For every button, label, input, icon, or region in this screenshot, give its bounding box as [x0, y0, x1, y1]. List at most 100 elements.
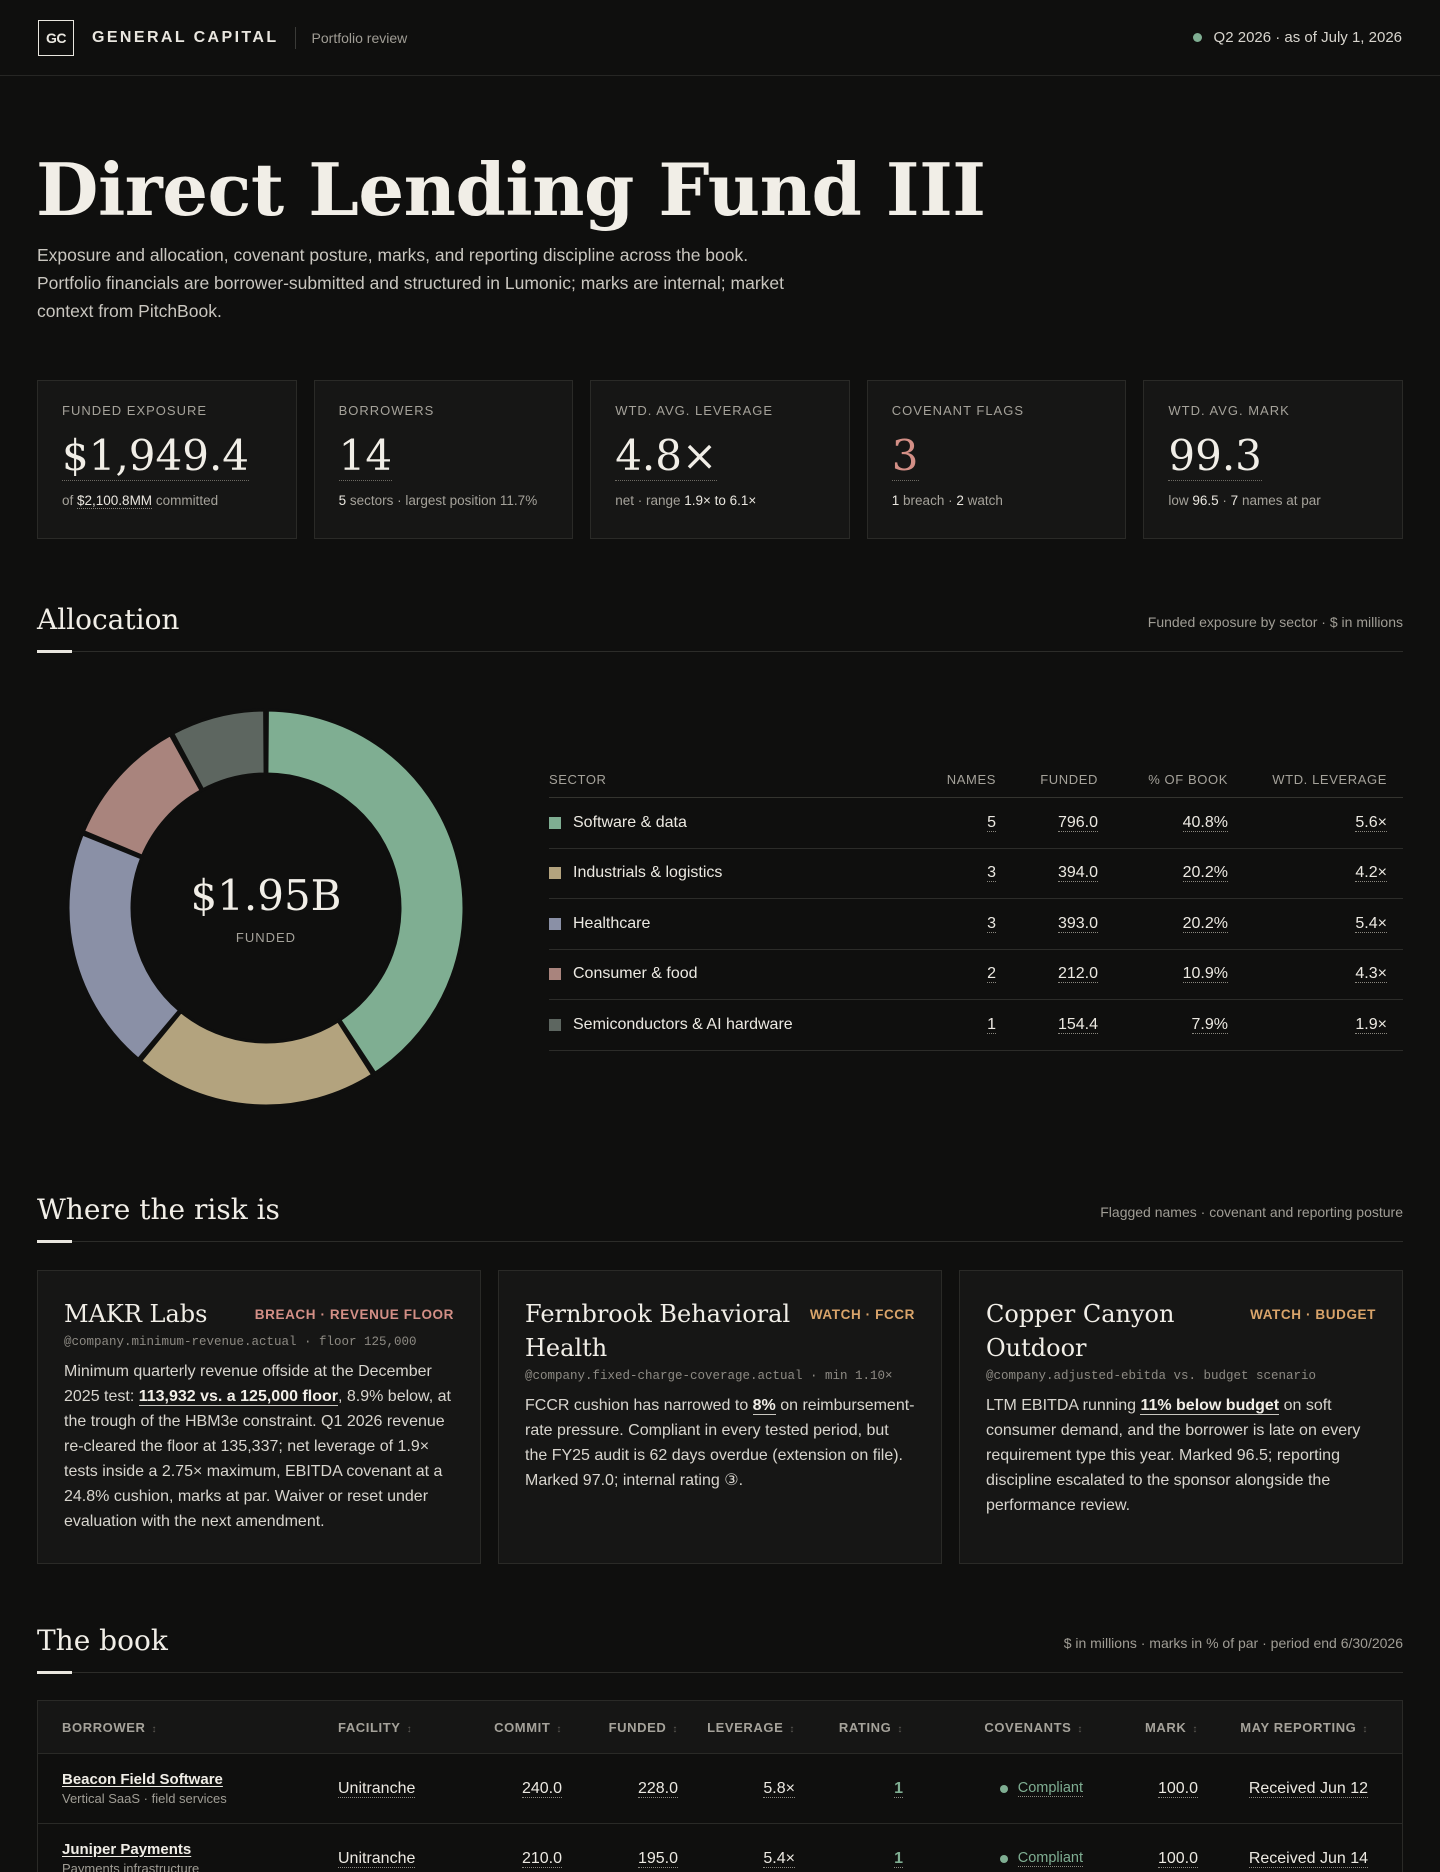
kpi-value[interactable]: $1,949.4	[62, 431, 250, 481]
sort-icon: ↕	[789, 1723, 795, 1735]
leverage-cell[interactable]: 5.8×	[763, 1779, 795, 1798]
mark-cell[interactable]: 100.0	[1157, 1779, 1198, 1798]
sector-cell: Consumer & food	[549, 965, 906, 983]
table-row[interactable]: Juniper Payments Payments infrastructure U…	[38, 1824, 1402, 1872]
page-subtitle: Portfolio review	[311, 29, 408, 46]
sector-leverage[interactable]: 5.6×	[1355, 813, 1387, 832]
sector-name: Consumer & food	[573, 965, 698, 983]
risk-card[interactable]: MAKR Labs BREACH · REVENUE FLOOR @compan…	[37, 1270, 481, 1564]
committed-value[interactable]: $2,100.8MM	[77, 493, 153, 509]
col-borrower[interactable]: BORROWER ↕	[62, 1719, 158, 1735]
kpi-covenant-flags: COVENANT FLAGS 3 1 breach · 2 watch	[866, 380, 1127, 539]
donut-slice-semiconductors-ai-hardware[interactable]	[170, 708, 267, 792]
sector-names[interactable]: 3	[987, 864, 996, 883]
col-funded[interactable]: FUNDED ↕	[608, 1719, 678, 1735]
borrower-link[interactable]: Beacon Field Software	[62, 1771, 223, 1788]
sector-row[interactable]: Semiconductors & AI hardware 1 154.4 7.9% 1.…	[549, 1000, 1403, 1051]
kpi-value[interactable]: 3	[891, 431, 919, 481]
sector-pct[interactable]: 20.2%	[1182, 914, 1228, 933]
funded-cell[interactable]: 228.0	[637, 1779, 678, 1798]
covenants-cell[interactable]: Compliant	[903, 1780, 1083, 1798]
page-description: Exposure and allocation, covenant postur…	[37, 245, 784, 321]
sector-funded[interactable]: 394.0	[1057, 864, 1098, 883]
section-title: The book	[37, 1624, 168, 1657]
risk-card-highlight[interactable]: 113,932 vs. a 125,000 floor	[138, 1388, 338, 1406]
rating-cell[interactable]: 1	[894, 1849, 903, 1868]
sector-funded[interactable]: 393.0	[1057, 914, 1098, 933]
sector-funded[interactable]: 154.4	[1057, 1015, 1098, 1034]
col-rating[interactable]: RATING ↕	[838, 1719, 903, 1735]
donut-total-value: $1.95B	[190, 870, 342, 920]
table-row[interactable]: Beacon Field Software Vertical SaaS · fie…	[38, 1754, 1402, 1824]
section-meta: Flagged names · covenant and reporting p…	[1100, 1204, 1403, 1220]
sector-row[interactable]: Consumer & food 2 212.0 10.9% 4.3×	[549, 950, 1403, 1000]
sector-name: Healthcare	[573, 914, 651, 932]
sector-pct[interactable]: 40.8%	[1182, 813, 1228, 832]
sector-pct[interactable]: 20.2%	[1182, 864, 1228, 883]
col-reporting[interactable]: MAY REPORTING ↕	[1240, 1719, 1368, 1735]
risk-card-name: Copper Canyon Outdoor	[986, 1300, 1175, 1362]
sector-cell: Software & data	[549, 814, 906, 832]
borrower-description: Payments infrastructure	[62, 1861, 200, 1872]
rating-cell[interactable]: 1	[894, 1779, 903, 1798]
sector-names[interactable]: 2	[987, 965, 996, 984]
top-bar: GC GENERAL CAPITAL Portfolio review Q2 2…	[0, 0, 1440, 76]
sort-icon: ↕	[556, 1723, 562, 1735]
mark-cell[interactable]: 100.0	[1157, 1849, 1198, 1868]
col-facility[interactable]: FACILITY ↕	[338, 1719, 413, 1735]
risk-card-highlight[interactable]: 11% below budget	[1140, 1397, 1280, 1415]
reporting-cell[interactable]: Received Jun 14	[1248, 1849, 1368, 1868]
donut-svg	[66, 708, 466, 1108]
book-table-header: BORROWER ↕ FACILITY ↕ COMMIT ↕ FUNDED ↕ LEVE…	[38, 1701, 1402, 1754]
donut-center: $1.95B FUNDED	[66, 708, 466, 1108]
borrower-link[interactable]: Juniper Payments	[62, 1841, 192, 1858]
risk-card[interactable]: Fernbrook Behavioral Health WATCH · FCCR…	[498, 1270, 942, 1564]
sector-row[interactable]: Software & data 5 796.0 40.8% 5.6×	[549, 798, 1403, 849]
sector-row[interactable]: Industrials & logistics 3 394.0 20.2% 4.2×	[549, 849, 1403, 899]
col-commit[interactable]: COMMIT ↕	[494, 1719, 562, 1735]
facility-cell[interactable]: Unitranche	[338, 1779, 416, 1798]
kpi-value[interactable]: 4.8×	[615, 431, 718, 481]
sector-leverage[interactable]: 1.9×	[1355, 1015, 1387, 1034]
donut-slice-industrials-logistics[interactable]	[138, 1009, 375, 1108]
sector-leverage[interactable]: 5.4×	[1355, 914, 1387, 933]
commit-cell[interactable]: 210.0	[521, 1849, 562, 1868]
sector-pct[interactable]: 10.9%	[1182, 965, 1228, 984]
funded-cell[interactable]: 195.0	[637, 1849, 678, 1868]
kpi-value[interactable]: 14	[338, 431, 393, 481]
covenants-cell[interactable]: Compliant	[903, 1850, 1083, 1868]
sector-funded[interactable]: 796.0	[1057, 813, 1098, 832]
col-covenants[interactable]: COVENANTS ↕	[984, 1719, 1083, 1735]
facility-cell[interactable]: Unitranche	[338, 1849, 416, 1868]
donut-slice-software-data[interactable]	[265, 708, 466, 1076]
kpi-value[interactable]: 99.3	[1168, 431, 1262, 481]
sort-icon: ↕	[1077, 1723, 1083, 1735]
donut-slice-consumer-food[interactable]	[81, 732, 204, 859]
risk-card[interactable]: Copper Canyon Outdoor WATCH · BUDGET @co…	[959, 1270, 1403, 1564]
col-leverage[interactable]: LEVERAGE ↕	[707, 1719, 795, 1735]
leverage-cell[interactable]: 5.4×	[763, 1849, 795, 1868]
risk-card-metric-path: @company.fixed-charge-coverage.actual · …	[525, 1369, 893, 1383]
sector-funded[interactable]: 212.0	[1057, 965, 1098, 984]
reporting-cell[interactable]: Received Jun 12	[1248, 1779, 1368, 1798]
risk-card-metric-path: @company.adjusted-ebitda vs. budget scen…	[986, 1369, 1317, 1383]
donut-slice-healthcare[interactable]	[66, 832, 182, 1062]
col-mark[interactable]: MARK ↕	[1144, 1719, 1198, 1735]
sector-cell: Industrials & logistics	[549, 864, 906, 882]
sector-leverage[interactable]: 4.3×	[1355, 965, 1387, 984]
section-title: Where the risk is	[37, 1193, 280, 1226]
logo[interactable]: GC	[38, 19, 74, 56]
sector-names[interactable]: 5	[987, 813, 996, 832]
sector-names[interactable]: 3	[987, 914, 996, 933]
sector-names[interactable]: 1	[987, 1015, 996, 1034]
sector-row[interactable]: Healthcare 3 393.0 20.2% 5.4×	[549, 899, 1403, 950]
kpi-label: FUNDED EXPOSURE	[62, 403, 208, 418]
kpi-note: 5 sectors · largest position 11.7%	[338, 493, 538, 508]
kpi-label: BORROWERS	[338, 403, 435, 418]
sector-leverage[interactable]: 4.2×	[1355, 864, 1387, 883]
col-leverage: WTD. LEVERAGE	[1272, 772, 1387, 787]
commit-cell[interactable]: 240.0	[521, 1779, 562, 1798]
sector-pct[interactable]: 7.9%	[1191, 1015, 1228, 1034]
kpi-mark: WTD. AVG. MARK 99.3 low 96.5 · 7 names a…	[1143, 380, 1403, 539]
risk-card-highlight[interactable]: 8%	[752, 1397, 776, 1415]
